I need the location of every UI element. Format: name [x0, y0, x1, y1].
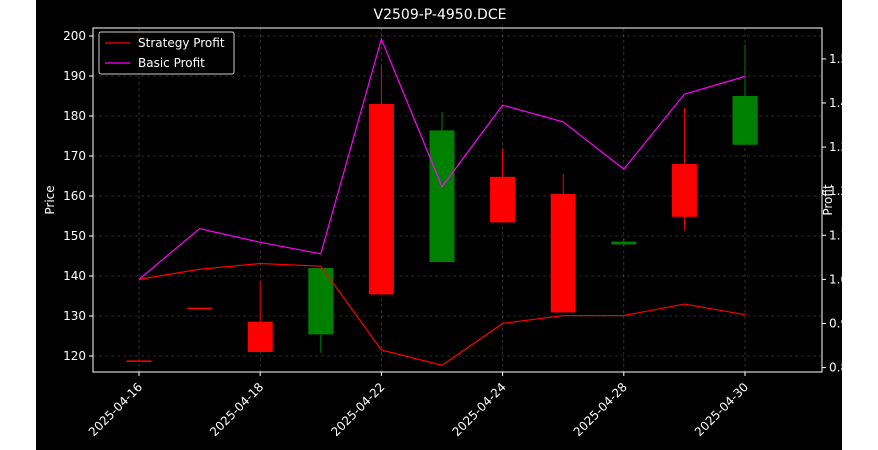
left-tick-label: 170: [63, 149, 86, 163]
left-axis: 120 130 140 150 160 170 180 190 200: [63, 29, 93, 363]
candlestick-chart: V2509-P-4950.DCE 120 130 140 150 160 170 180 19…: [43, 7, 842, 439]
left-tick-label: 140: [63, 269, 86, 283]
left-tick-label: 190: [63, 69, 86, 83]
candle-body: [550, 194, 576, 313]
right-tick-label: 1.5: [829, 52, 842, 66]
x-tick-label: 2025-04-24: [450, 380, 509, 439]
right-tick-label: 1.0: [829, 272, 842, 286]
right-tick-label: 0.8: [829, 361, 842, 375]
candle-body: [247, 321, 273, 352]
left-tick-label: 150: [63, 229, 86, 243]
x-tick-label: 2025-04-16: [86, 380, 145, 439]
legend: Strategy Profit Basic Profit: [98, 31, 235, 75]
left-tick-label: 180: [63, 109, 86, 123]
legend-box: [98, 31, 235, 75]
legend-label-strategy: Strategy Profit: [138, 36, 225, 50]
right-tick-label: 0.9: [829, 316, 842, 330]
left-tick-label: 160: [63, 189, 86, 203]
candle-body: [611, 241, 637, 245]
candle-body: [671, 164, 697, 217]
profit-lines: [138, 37, 746, 367]
right-tick-label: 1.2: [829, 184, 842, 198]
y-axis-label-right: Profit: [821, 184, 835, 216]
grid: [93, 28, 822, 372]
left-tick-label: 120: [63, 349, 86, 363]
x-tick-label: 2025-04-30: [692, 380, 751, 439]
chart-title: V2509-P-4950.DCE: [374, 7, 507, 23]
candle-body: [308, 268, 334, 335]
legend-label-basic: Basic Profit: [138, 56, 205, 70]
x-axis: 2025-04-16 2025-04-18 2025-04-22 2025-04-24…: [86, 372, 751, 439]
x-tick-label: 2025-04-18: [207, 380, 266, 439]
candle-body: [187, 307, 213, 310]
candle-body: [490, 176, 516, 223]
strategy-profit-line: [138, 262, 746, 367]
right-axis: 0.8 0.9 1.0 1.1 1.2 1.3 1.4 1.5: [822, 52, 842, 375]
basic-profit-line: [138, 37, 746, 280]
left-tick-label: 200: [63, 29, 86, 43]
right-tick-label: 1.1: [829, 228, 842, 242]
candle-body: [429, 130, 455, 262]
candle-body: [732, 96, 758, 145]
y-axis-label-left: Price: [43, 185, 57, 214]
plot-frame: [92, 27, 823, 373]
x-tick-label: 2025-04-28: [571, 380, 630, 439]
right-tick-label: 1.3: [829, 140, 842, 154]
x-tick-label: 2025-04-22: [328, 380, 387, 439]
right-tick-label: 1.4: [829, 96, 842, 110]
left-tick-label: 130: [63, 309, 86, 323]
chart-figure: V2509-P-4950.DCE 120 130 140 150 160 170 180 19…: [36, 0, 842, 450]
candle-body: [126, 360, 152, 362]
candle-body: [368, 104, 394, 295]
candles: [126, 44, 758, 362]
